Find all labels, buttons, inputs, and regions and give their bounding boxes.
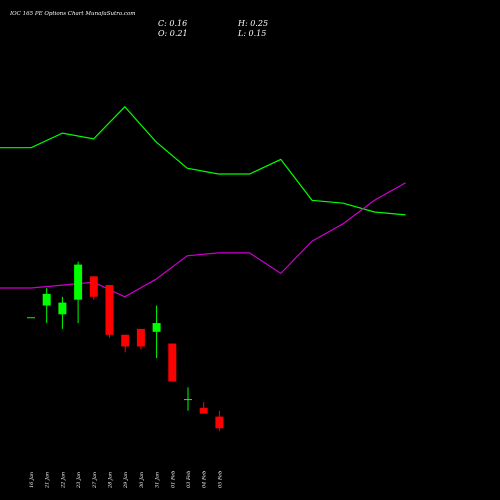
candle	[121, 334, 130, 353]
candle	[27, 317, 35, 319]
candle	[89, 276, 98, 300]
candle	[168, 343, 177, 382]
overlay-line-1	[0, 105, 406, 216]
candle-body	[199, 407, 208, 414]
x-tick-label: 01 Feb	[170, 471, 176, 488]
x-tick-label: 21 Jan	[45, 472, 51, 489]
candle-body	[215, 416, 224, 429]
x-tick-label: 22 Jan	[60, 472, 66, 489]
chart-title: IOC 165 PE Options Chart MunafaSutra.com	[9, 11, 135, 17]
close-label: C: 0.16	[158, 19, 187, 28]
candle-body	[58, 302, 67, 315]
x-axis-ticks: 16 Jan 21 Jan 22 Jan 23 Jan 27 Jan 28 Jan 29 J…	[29, 471, 223, 489]
candle-body	[89, 276, 98, 297]
candle	[105, 285, 114, 338]
overlay-layer	[0, 105, 406, 298]
candle-body	[42, 293, 51, 306]
candle-body	[152, 323, 161, 332]
x-tick-label: 04 Feb	[202, 471, 208, 488]
x-tick-label: 03 Feb	[186, 471, 192, 488]
high-label: H: 0.25	[237, 19, 268, 28]
candle	[184, 387, 192, 411]
candle-body	[27, 317, 35, 319]
candle-layer	[27, 261, 224, 432]
x-tick-label: 30 Jan	[139, 472, 145, 488]
candle-body	[168, 343, 177, 382]
x-tick-label: 29 Jan	[123, 472, 129, 489]
candle	[199, 402, 208, 414]
candle	[152, 305, 161, 359]
overlay-line-2	[0, 182, 406, 298]
candle	[136, 328, 145, 350]
candle	[74, 261, 83, 324]
x-tick-label: 27 Jan	[92, 472, 98, 489]
candle-body	[74, 264, 83, 300]
candle-body	[121, 334, 130, 347]
x-tick-label: 31 Jan	[155, 472, 161, 488]
candle	[42, 288, 51, 324]
candle	[215, 410, 224, 432]
candle-body	[136, 328, 145, 347]
low-label: L: 0.15	[237, 29, 266, 38]
candle	[58, 296, 67, 329]
candle-body	[105, 285, 114, 335]
x-tick-label: 28 Jan	[108, 472, 114, 489]
open-label: O: 0.21	[158, 29, 188, 38]
x-tick-label: 05 Feb	[217, 471, 223, 488]
candle-body	[184, 399, 192, 401]
x-tick-label: 16 Jan	[29, 472, 35, 488]
x-tick-label: 23 Jan	[76, 472, 82, 489]
